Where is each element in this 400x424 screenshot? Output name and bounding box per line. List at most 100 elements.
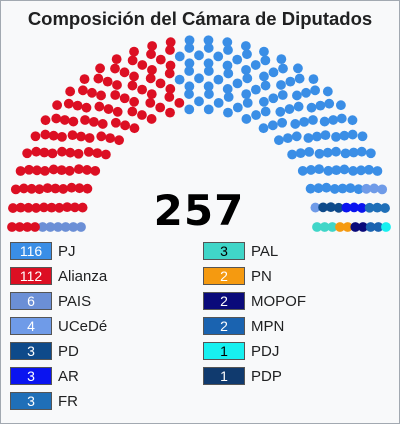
seat-alianza: [165, 60, 176, 71]
seat-pj: [347, 129, 358, 140]
seat-pj: [194, 50, 204, 61]
seat-alianza: [103, 104, 114, 114]
seat-alianza: [64, 165, 75, 176]
seat-pj: [258, 96, 269, 107]
seat-pj: [322, 86, 333, 97]
seat-pj: [241, 64, 251, 75]
legend-item-mpn: 2 MPN: [203, 316, 284, 336]
seat-pj: [259, 71, 269, 82]
seat-alianza: [65, 86, 76, 97]
seat-pj: [184, 104, 195, 115]
seat-ucedé: [361, 183, 372, 194]
seat-pj: [232, 54, 243, 65]
seat-alianza: [129, 123, 140, 134]
seat-pd: [318, 202, 329, 213]
seat-alianza: [26, 183, 37, 194]
seat-alianza: [34, 184, 45, 195]
seat-alianza: [30, 131, 41, 142]
seat-alianza: [57, 131, 67, 142]
seat-pj: [285, 76, 296, 87]
seat-pj: [331, 165, 342, 176]
seat-alianza: [102, 76, 113, 87]
legend-party-label: FR: [58, 392, 78, 410]
seat-pj: [321, 182, 332, 193]
seat-pj: [345, 183, 356, 194]
seat-pj: [294, 73, 305, 84]
legend-item-mopof: 2 MOPOF: [203, 291, 306, 311]
legend-item-alianza: 112 Alianza: [10, 266, 107, 286]
seat-pais: [76, 222, 86, 232]
seat-pj: [293, 63, 303, 74]
seat-pj: [204, 89, 214, 99]
seat-alianza: [78, 85, 88, 96]
seat-alianza: [47, 148, 58, 159]
seat-alianza: [155, 54, 166, 65]
seat-alianza: [145, 97, 156, 108]
seat-pj: [291, 131, 302, 142]
seat-pal: [327, 222, 338, 232]
seat-mopof: [358, 222, 368, 232]
seat-alianza: [39, 166, 50, 176]
seat-alianza: [79, 74, 90, 85]
seat-pj: [203, 35, 214, 46]
legend-item-fr: 3 FR: [10, 391, 78, 411]
legend-seat-count: 3: [203, 242, 245, 260]
seat-pj: [372, 166, 383, 176]
seat-pj: [232, 78, 243, 89]
seat-pj: [203, 43, 214, 53]
legend-item-ar: 3 AR: [10, 366, 79, 386]
seat-mpn: [365, 222, 376, 232]
seat-ucedé: [369, 183, 380, 194]
seat-pj: [260, 55, 271, 66]
seat-pj: [295, 148, 306, 159]
legend-seat-count: 2: [203, 317, 245, 335]
seat-pj: [306, 165, 316, 175]
seat-pj: [348, 166, 359, 176]
seat-pj: [184, 43, 195, 53]
parliament-hemicycle: [7, 35, 391, 232]
legend-item-pal: 3 PAL: [203, 241, 278, 261]
seat-alianza: [76, 131, 86, 142]
legend-seat-count: 2: [203, 267, 245, 285]
seat-pj: [310, 85, 320, 96]
seat-alianza: [80, 115, 90, 125]
seat-alianza: [165, 45, 175, 55]
seat-alianza: [96, 90, 106, 101]
legend-item-pdj: 1 PDJ: [203, 341, 279, 361]
legend-seat-count: 3: [10, 342, 52, 360]
total-seats: 257: [153, 186, 245, 235]
seat-alianza: [137, 60, 148, 70]
seat-pj: [301, 87, 311, 98]
legend-party-label: AR: [58, 367, 79, 385]
seat-alianza: [111, 54, 122, 65]
seat-pj: [184, 66, 195, 76]
seat-pj: [213, 51, 224, 62]
seat-pj: [339, 164, 350, 175]
seat-alianza: [62, 202, 73, 213]
seat-pj: [276, 54, 287, 65]
seat-alianza: [82, 183, 93, 194]
seat-pais: [45, 222, 56, 232]
seat-pj: [267, 120, 278, 131]
seat-pj: [174, 74, 185, 85]
legend-party-label: PJ: [58, 242, 76, 260]
seat-alianza: [87, 87, 97, 98]
seat-alianza: [96, 131, 107, 142]
seat-alianza: [81, 102, 92, 113]
seat-pj: [314, 164, 325, 175]
seat-pj: [268, 67, 279, 78]
seat-pais: [60, 222, 71, 232]
seat-alianza: [174, 97, 185, 108]
seat-pj: [203, 58, 214, 69]
seat-alianza: [146, 89, 157, 100]
seat-alianza: [165, 84, 176, 94]
seat-pj: [276, 80, 286, 90]
seat-pj: [315, 100, 326, 111]
legend-seat-count: 2: [203, 292, 245, 310]
seat-alianza: [120, 120, 131, 131]
seat-alianza: [24, 164, 34, 175]
seat-pais: [68, 222, 79, 232]
seat-pj: [336, 113, 347, 124]
legend-seat-count: 1: [203, 342, 245, 360]
legend-item-ucedé: 4 UCeDé: [10, 316, 107, 336]
